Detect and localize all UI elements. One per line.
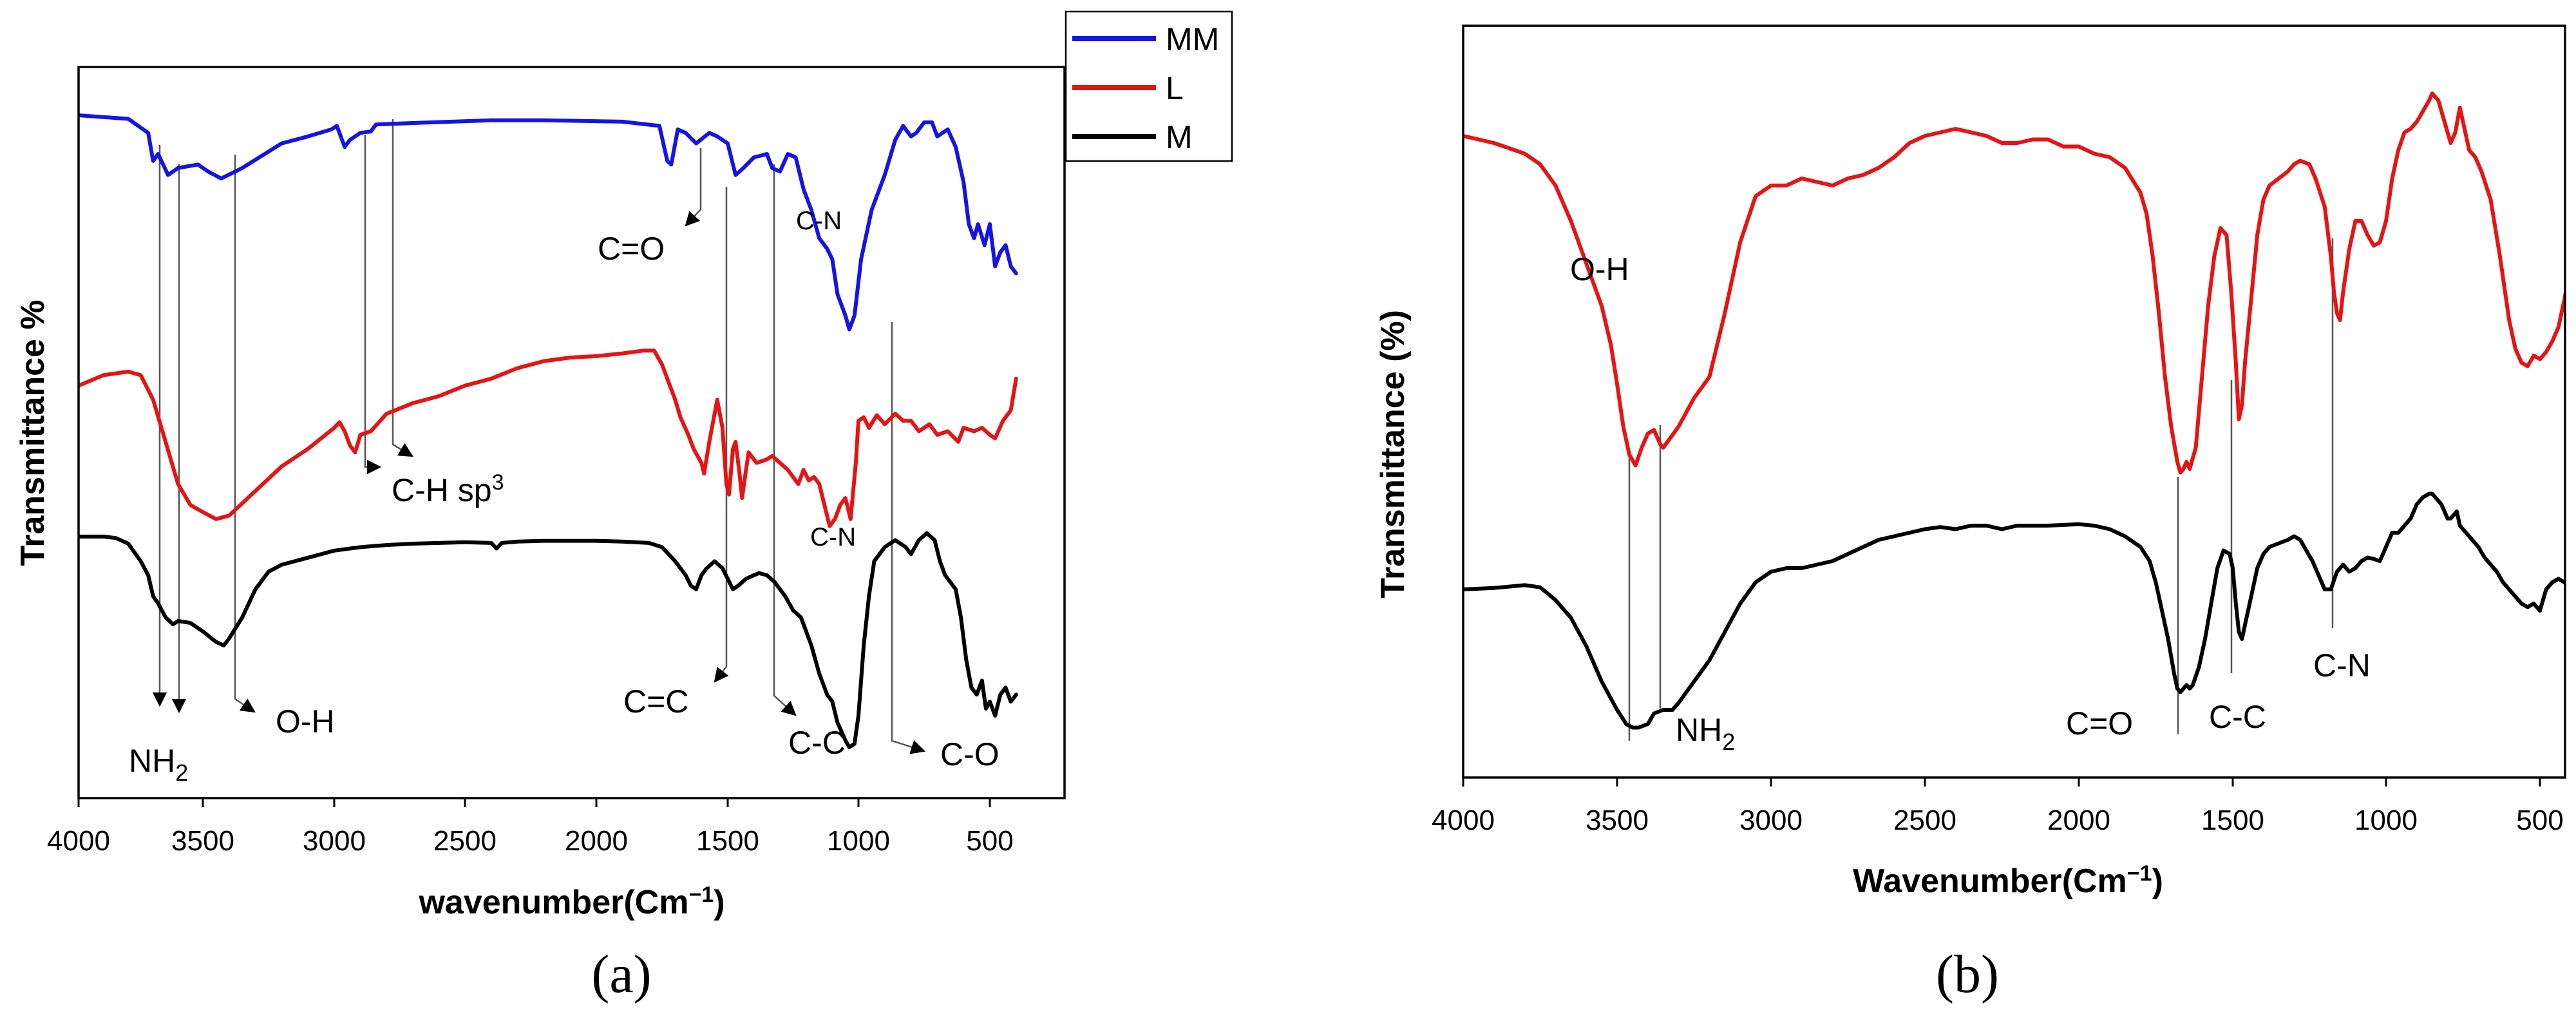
series-line-a-l <box>79 348 1018 528</box>
guide-c-o-a <box>891 322 926 754</box>
panel-a-guides <box>152 119 926 754</box>
label-cc-single-a: C-C <box>788 725 846 761</box>
guide-oh-a <box>234 155 256 713</box>
panel-b: 4000 3500 3000 2500 2000 1500 1000 500 Transmit… <box>1374 24 2566 1004</box>
guide-ch-a2 <box>392 119 413 457</box>
guide-cc-double-a <box>714 187 729 683</box>
label-cn-mid-a: C-N <box>810 523 856 551</box>
label-cn-b: C-N <box>2313 647 2371 683</box>
x-tick-label-a-2500: 2500 <box>433 825 497 857</box>
panel-a-legend: MM L M <box>1065 10 1233 162</box>
panel-b-x-axis-title-close: ) <box>2152 863 2163 900</box>
label-cc-single-b: C-C <box>2209 699 2266 735</box>
x-tick-label-a-1000: 1000 <box>827 825 890 857</box>
x-tick-label-b-1000: 1000 <box>2354 805 2418 836</box>
x-tick-label-b-2000: 2000 <box>2047 805 2110 836</box>
x-tick-label-a-2000: 2000 <box>565 825 628 857</box>
label-cn-top-a: C-N <box>796 207 842 235</box>
panel-b-plot-frame <box>1462 24 2566 779</box>
panel-a: 4000 3500 3000 2500 2000 1500 1000 500 Transmit… <box>14 10 1233 1004</box>
x-tick-label-b-1500: 1500 <box>2201 805 2264 836</box>
panel-b-x-axis-title-sup: −1 <box>2127 861 2152 886</box>
guide-ch-a1 <box>364 135 382 475</box>
legend-label-m: M <box>1166 119 1193 155</box>
label-oh-b: O-H <box>1570 251 1629 287</box>
label-ch-sp3-a: C-H sp3 <box>392 470 504 508</box>
panel-a-label: (a) <box>591 944 651 1004</box>
x-tick-label-b-3000: 3000 <box>1739 805 1803 836</box>
panel-a-x-ticks: 4000 3500 3000 2500 2000 1500 1000 500 <box>47 798 1014 857</box>
panel-b-x-axis-title-main: Wavenumber(Cm <box>1853 863 2127 900</box>
panel-b-label: (b) <box>1936 944 1999 1004</box>
label-oh-a: O-H <box>276 703 335 740</box>
x-tick-label-b-3500: 3500 <box>1586 805 1649 836</box>
x-tick-label-b-500: 500 <box>2516 805 2563 836</box>
series-line-b-lower-black <box>1463 491 2565 730</box>
panel-a-x-axis-title: wavenumber(Cm−1) <box>418 883 724 921</box>
x-tick-label-b-4000: 4000 <box>1432 805 1495 836</box>
panel-a-y-axis-title: Transmittance % <box>14 300 52 566</box>
series-line-a-m <box>79 531 1018 749</box>
label-nh2-a: NH2 <box>129 743 188 786</box>
panel-a-x-axis-title-main: wavenumber(Cm <box>418 884 688 921</box>
label-co-double-a: C=O <box>598 231 665 267</box>
label-c-o-a: C-O <box>940 736 999 772</box>
panel-b-series <box>1463 91 2565 730</box>
x-tick-label-a-1500: 1500 <box>696 825 759 857</box>
guide-cc-single-a <box>773 164 797 716</box>
panel-a-x-axis-title-sup: −1 <box>688 883 714 907</box>
x-tick-label-b-2500: 2500 <box>1893 805 1956 836</box>
panel-a-series <box>79 113 1018 749</box>
series-line-a-mm <box>79 113 1018 332</box>
x-tick-label-a-4000: 4000 <box>47 825 110 857</box>
x-tick-label-a-3500: 3500 <box>171 825 234 857</box>
guide-co-a <box>685 148 702 227</box>
label-nh2-b: NH2 <box>1676 712 1735 755</box>
legend-label-mm: MM <box>1166 21 1219 57</box>
panel-b-x-axis-title: Wavenumber(Cm−1) <box>1853 861 2163 900</box>
panel-b-y-axis-title: Transmittance (%) <box>1374 310 1412 598</box>
legend-label-l: L <box>1166 70 1184 106</box>
series-line-b-upper-red <box>1463 91 2565 475</box>
label-cc-double-a: C=C <box>623 683 688 720</box>
label-co-double-b: C=O <box>2066 705 2133 741</box>
panel-b-x-ticks: 4000 3500 3000 2500 2000 1500 1000 500 <box>1432 778 2564 836</box>
panel-b-guides <box>1628 238 2334 741</box>
panel-a-x-axis-title-close: ) <box>714 884 724 921</box>
x-tick-label-a-3000: 3000 <box>303 825 366 857</box>
x-tick-label-a-500: 500 <box>966 825 1013 857</box>
panel-a-plot-frame <box>77 66 1066 799</box>
